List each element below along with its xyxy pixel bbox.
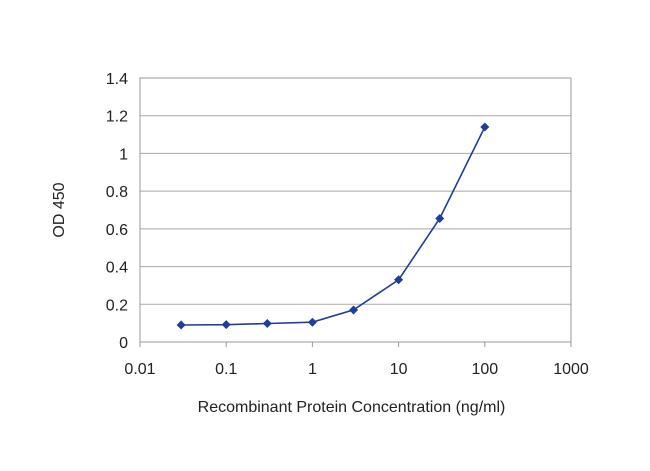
x-tick-label: 1000 bbox=[553, 361, 589, 378]
y-tick-label: 0.6 bbox=[106, 222, 128, 239]
data-point bbox=[394, 275, 404, 285]
data-point bbox=[262, 319, 272, 329]
data-point bbox=[176, 320, 186, 330]
y-axis-label: OD 450 bbox=[51, 182, 68, 237]
y-tick-label: 1 bbox=[119, 146, 128, 163]
x-tick-label: 0.01 bbox=[124, 361, 155, 378]
y-tick-label: 1.2 bbox=[106, 109, 128, 126]
y-axis: 0 0.2 0.4 0.6 0.8 1 1.2 1.4 bbox=[106, 71, 128, 352]
y-tick-label: 0.2 bbox=[106, 297, 128, 314]
x-tick-label: 10 bbox=[390, 361, 408, 378]
data-point bbox=[221, 320, 231, 330]
series-line bbox=[181, 126, 486, 326]
data-point bbox=[435, 213, 445, 223]
x-tick-label: 100 bbox=[471, 361, 498, 378]
x-axis-label: Recombinant Protein Concentration (ng/ml… bbox=[198, 399, 506, 416]
y-tick-label: 0.8 bbox=[106, 184, 128, 201]
y-tick-label: 0 bbox=[119, 335, 128, 352]
data-point bbox=[349, 305, 359, 315]
grid bbox=[140, 115, 571, 305]
y-tick-label: 1.4 bbox=[106, 71, 128, 88]
data-points bbox=[176, 122, 490, 330]
data-point bbox=[307, 317, 317, 327]
plot-area bbox=[139, 77, 572, 343]
x-tick-label: 0.1 bbox=[215, 361, 237, 378]
y-tick-label: 0.4 bbox=[106, 260, 128, 277]
x-tick-label: 1 bbox=[308, 361, 317, 378]
data-point bbox=[480, 122, 490, 132]
x-axis: 0.01 0.1 1 10 100 1000 bbox=[124, 342, 589, 378]
